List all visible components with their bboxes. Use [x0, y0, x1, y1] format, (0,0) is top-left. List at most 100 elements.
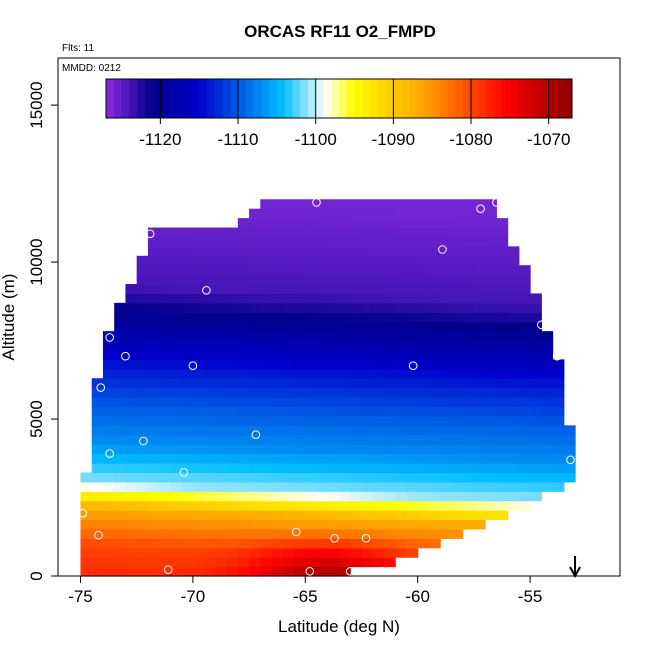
heatmap-cell — [125, 566, 138, 577]
heatmap-cell — [339, 293, 351, 304]
heatmap-cell — [114, 491, 127, 502]
heatmap-cell — [282, 265, 295, 276]
heatmap-cell — [372, 528, 385, 539]
heatmap-cell — [383, 434, 396, 445]
heatmap-cell — [451, 444, 464, 455]
heatmap-cell — [91, 491, 104, 502]
heatmap-cell — [496, 481, 509, 492]
heatmap-cell — [372, 406, 385, 417]
heatmap-cell — [428, 302, 441, 313]
heatmap-cell — [271, 444, 284, 455]
heatmap-cell — [170, 255, 183, 266]
heatmap-cell — [226, 246, 239, 257]
heatmap-cell — [350, 500, 363, 511]
colorbar-segment — [292, 79, 301, 118]
heatmap-cell — [305, 528, 318, 539]
heatmap-cell — [249, 293, 261, 304]
heatmap-cell — [204, 302, 216, 313]
heatmap-cell — [462, 274, 475, 285]
heatmap-cell — [541, 481, 554, 492]
heatmap-cell — [417, 331, 430, 342]
heatmap-cell — [102, 528, 115, 539]
heatmap-cell — [282, 284, 295, 295]
heatmap-cell — [372, 274, 385, 285]
heatmap-cell — [451, 387, 464, 398]
heatmap-cell — [507, 302, 520, 313]
heatmap-cell — [114, 425, 127, 436]
heatmap-cell — [192, 274, 205, 285]
heatmap-cell — [473, 519, 486, 530]
heatmap-cell — [305, 302, 318, 313]
heatmap-cell — [327, 340, 340, 351]
heatmap-cell — [406, 227, 419, 238]
heatmap-cell — [226, 434, 239, 445]
heatmap-cell — [372, 510, 385, 521]
heatmap-cell — [271, 510, 284, 521]
heatmap-cell — [147, 481, 160, 492]
heatmap-cell — [181, 387, 194, 398]
heatmap-cell — [181, 510, 194, 521]
heatmap-cell — [383, 425, 396, 436]
heatmap-cell — [440, 519, 452, 530]
heatmap-cell — [451, 227, 464, 238]
heatmap-cell — [249, 415, 261, 426]
heatmap-cell — [518, 378, 531, 389]
heatmap-cell — [440, 302, 452, 313]
heatmap-cell — [350, 425, 363, 436]
heatmap-cell — [237, 406, 250, 417]
heatmap-cell — [271, 321, 284, 332]
heatmap-cell — [305, 500, 318, 511]
heatmap-cell — [406, 528, 419, 539]
heatmap-cell — [507, 500, 520, 511]
heatmap-cell — [271, 557, 284, 568]
heatmap-cell — [507, 255, 520, 266]
heatmap-cell — [316, 255, 329, 266]
heatmap-cell — [91, 481, 104, 492]
heatmap-cell — [147, 566, 160, 577]
heatmap-cell — [440, 491, 452, 502]
heatmap-cell — [327, 368, 340, 379]
heatmap-cell — [147, 453, 160, 464]
heatmap-cell — [372, 500, 385, 511]
heatmap-cell — [282, 331, 295, 342]
heatmap-cell — [114, 510, 127, 521]
heatmap-cell — [350, 472, 363, 483]
heatmap-cell — [451, 397, 464, 408]
heatmap-cell — [125, 434, 138, 445]
heatmap-cell — [237, 218, 250, 229]
heatmap-cell — [170, 519, 183, 530]
heatmap-cell — [249, 208, 261, 219]
x-axis-label: Latitude (deg N) — [278, 617, 400, 636]
heatmap-cell — [451, 331, 464, 342]
heatmap-cell — [102, 557, 115, 568]
heatmap-cell — [147, 312, 160, 323]
heatmap-cell — [417, 538, 430, 549]
heatmap-cell — [496, 274, 509, 285]
heatmap-cell — [204, 378, 216, 389]
heatmap-cell — [496, 462, 509, 473]
heatmap-cell — [305, 255, 318, 266]
colorbar-segment — [463, 79, 472, 118]
heatmap-cell — [204, 510, 216, 521]
heatmap-cell — [204, 331, 216, 342]
heatmap-cell — [305, 321, 318, 332]
heatmap-cell — [361, 547, 374, 558]
heatmap-cell — [395, 397, 408, 408]
heatmap-cell — [226, 528, 239, 539]
heatmap-cell — [530, 434, 542, 445]
heatmap-cell — [136, 425, 149, 436]
heatmap-cell — [271, 236, 284, 247]
colorbar-segment — [300, 79, 309, 118]
heatmap-cell — [215, 397, 228, 408]
heatmap-cell — [294, 406, 306, 417]
heatmap-cell — [552, 481, 565, 492]
heatmap-cell — [294, 510, 306, 521]
heatmap-cell — [428, 387, 441, 398]
heatmap-cell — [249, 472, 261, 483]
colorbar-segment — [416, 79, 425, 118]
heatmap-cell — [170, 331, 183, 342]
colorbar-segment — [152, 79, 161, 118]
heatmap-cell — [530, 349, 542, 360]
heatmap-cell — [417, 265, 430, 276]
colorbar-segment — [517, 79, 526, 118]
